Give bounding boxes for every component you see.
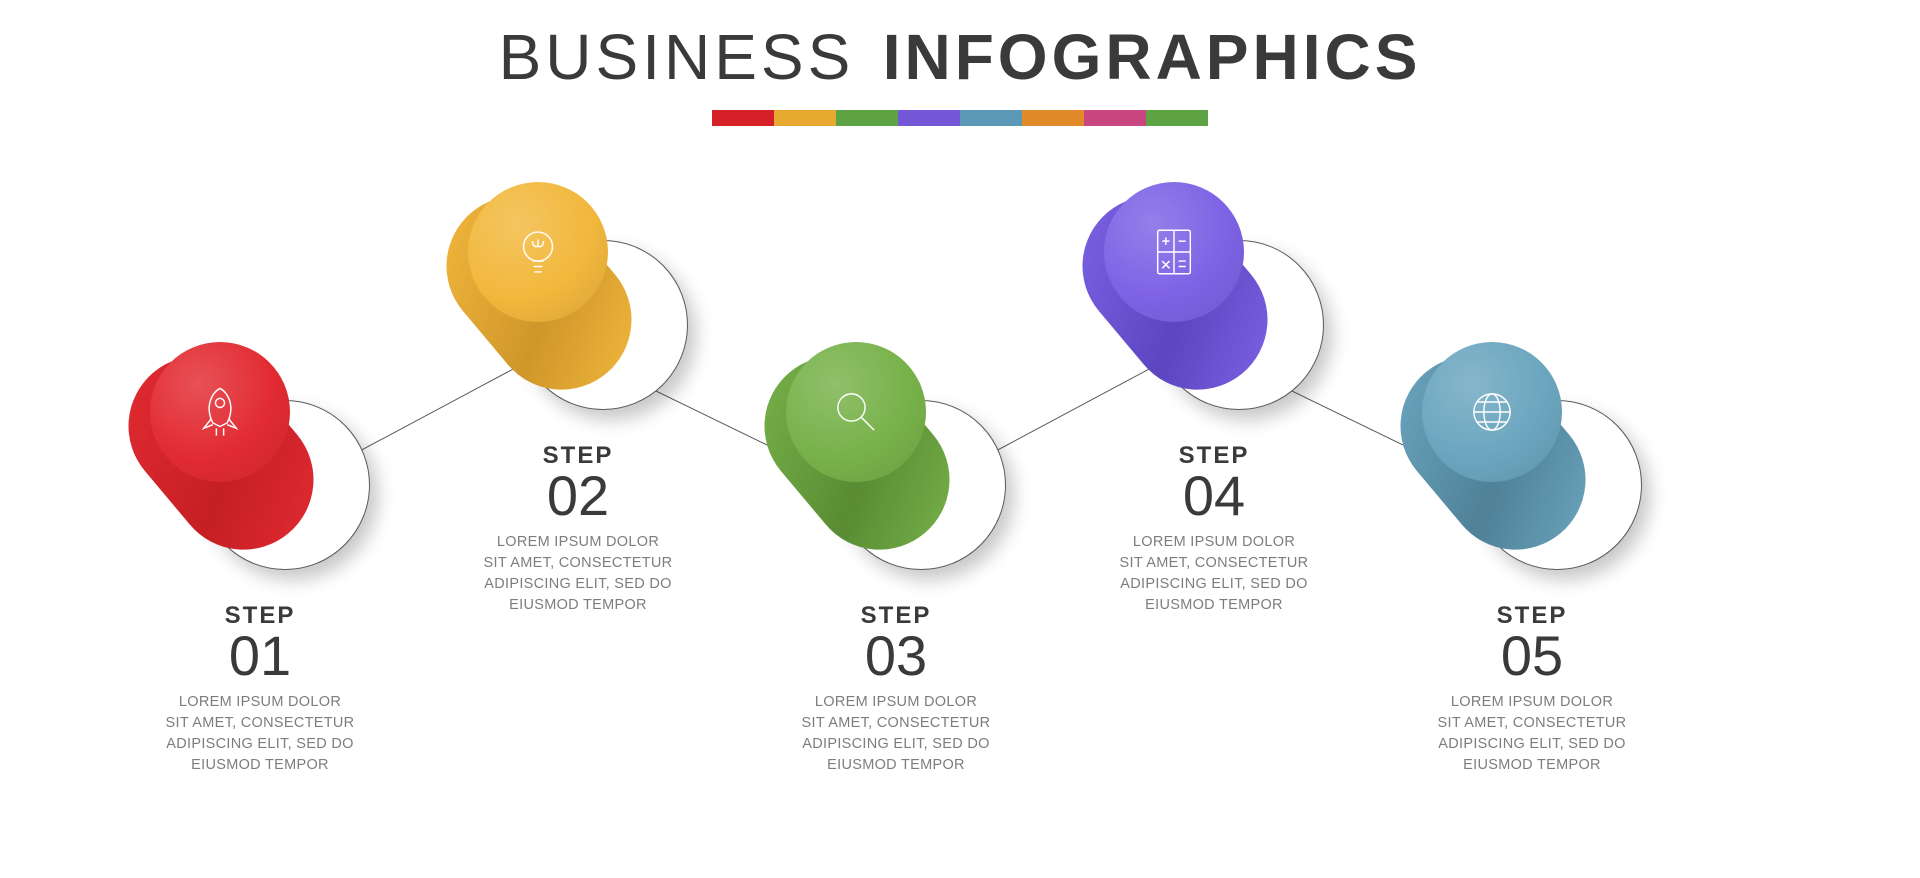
step-02: STEP02LOREM IPSUM DOLOR SIT AMET, CONSEC… — [428, 190, 728, 410]
step-text: STEP05LOREM IPSUM DOLOR SIT AMET, CONSEC… — [1382, 588, 1682, 776]
step-desc: LOREM IPSUM DOLOR SIT AMET, CONSECTETUR … — [1064, 532, 1364, 616]
globe-icon — [1463, 383, 1521, 441]
step-pin — [150, 350, 370, 570]
step-number: 01 — [110, 628, 410, 684]
step-number: 02 — [428, 468, 728, 524]
colorbar-segment — [712, 110, 774, 126]
colorbar-segment — [898, 110, 960, 126]
pin-cap — [150, 342, 290, 482]
pin-cap — [786, 342, 926, 482]
step-pin — [1104, 190, 1324, 410]
step-text: STEP02LOREM IPSUM DOLOR SIT AMET, CONSEC… — [428, 428, 728, 616]
pin-cap — [1104, 182, 1244, 322]
infographic-canvas: BUSINESS INFOGRAPHICS STEP01LOREM IPSUM … — [0, 0, 1920, 878]
colorbar-segment — [960, 110, 1022, 126]
step-desc: LOREM IPSUM DOLOR SIT AMET, CONSECTETUR … — [110, 692, 410, 776]
colorbar-segment — [836, 110, 898, 126]
lightbulb-icon — [509, 223, 567, 281]
title-light: BUSINESS — [499, 20, 855, 94]
step-01: STEP01LOREM IPSUM DOLOR SIT AMET, CONSEC… — [110, 350, 410, 570]
magnifier-icon — [827, 383, 885, 441]
step-05: STEP05LOREM IPSUM DOLOR SIT AMET, CONSEC… — [1382, 350, 1682, 570]
rocket-icon — [191, 383, 249, 441]
step-text: STEP01LOREM IPSUM DOLOR SIT AMET, CONSEC… — [110, 588, 410, 776]
colorbar-segment — [1022, 110, 1084, 126]
step-number: 04 — [1064, 468, 1364, 524]
colorbar-segment — [774, 110, 836, 126]
step-number: 03 — [746, 628, 1046, 684]
step-04: STEP04LOREM IPSUM DOLOR SIT AMET, CONSEC… — [1064, 190, 1364, 410]
calculator-icon — [1145, 223, 1203, 281]
step-desc: LOREM IPSUM DOLOR SIT AMET, CONSECTETUR … — [1382, 692, 1682, 776]
pin-cap — [468, 182, 608, 322]
step-desc: LOREM IPSUM DOLOR SIT AMET, CONSECTETUR … — [428, 532, 728, 616]
colorbar-segment — [1146, 110, 1208, 126]
title-bold: INFOGRAPHICS — [883, 20, 1422, 94]
step-number: 05 — [1382, 628, 1682, 684]
colorbar-segment — [1084, 110, 1146, 126]
step-text: STEP04LOREM IPSUM DOLOR SIT AMET, CONSEC… — [1064, 428, 1364, 616]
title: BUSINESS INFOGRAPHICS — [0, 20, 1920, 94]
title-colorbar — [712, 110, 1208, 126]
step-pin — [1422, 350, 1642, 570]
step-desc: LOREM IPSUM DOLOR SIT AMET, CONSECTETUR … — [746, 692, 1046, 776]
step-03: STEP03LOREM IPSUM DOLOR SIT AMET, CONSEC… — [746, 350, 1046, 570]
step-pin — [468, 190, 688, 410]
step-pin — [786, 350, 1006, 570]
pin-cap — [1422, 342, 1562, 482]
step-text: STEP03LOREM IPSUM DOLOR SIT AMET, CONSEC… — [746, 588, 1046, 776]
